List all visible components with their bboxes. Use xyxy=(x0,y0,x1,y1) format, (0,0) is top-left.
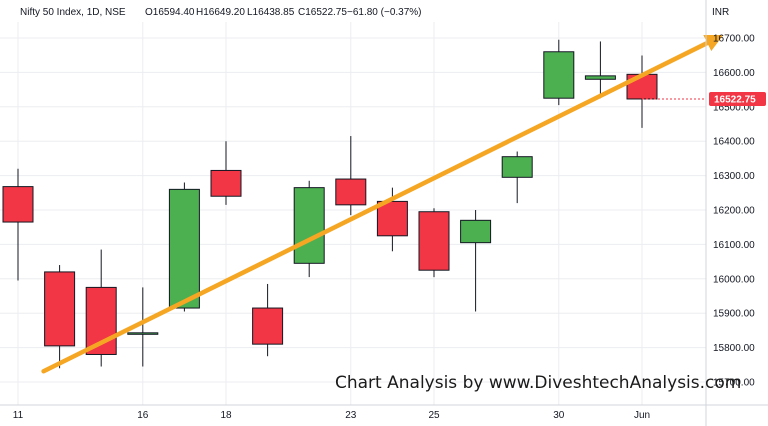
last-price-label: 16522.75 xyxy=(714,94,756,105)
y-tick-label: 16200.00 xyxy=(713,206,755,217)
open-value: O16594.40 xyxy=(145,7,195,18)
x-tick-label: 18 xyxy=(220,410,232,421)
symbol-label: Nifty 50 Index, 1D, NSE xyxy=(20,7,126,18)
candle[interactable] xyxy=(418,208,450,278)
watermark-text: Chart Analysis by www.DiveshtechAnalysis… xyxy=(335,373,741,393)
currency-label: INR xyxy=(712,7,729,18)
candle[interactable] xyxy=(127,287,159,367)
candle-body xyxy=(252,307,284,345)
candle-body xyxy=(335,178,367,206)
candle[interactable] xyxy=(501,151,533,204)
candle-body xyxy=(376,200,408,237)
candle[interactable] xyxy=(168,182,200,312)
candle[interactable] xyxy=(584,41,616,99)
close-value: C16522.75 xyxy=(298,7,347,18)
candle[interactable] xyxy=(293,180,325,278)
candle[interactable] xyxy=(376,187,408,252)
change-value: −61.80 (−0.37%) xyxy=(347,7,422,18)
candle-body xyxy=(2,186,34,223)
y-tick-label: 15900.00 xyxy=(713,309,755,320)
trendline-arrow[interactable] xyxy=(41,34,724,374)
x-tick-label: 11 xyxy=(13,410,24,421)
y-tick-label: 16000.00 xyxy=(713,274,755,285)
candle-body xyxy=(210,169,242,197)
candle-body xyxy=(418,211,450,271)
y-tick-label: 16500.00 xyxy=(713,102,755,113)
y-tick-label: 16400.00 xyxy=(713,137,755,148)
y-tick-label: 16300.00 xyxy=(713,171,755,182)
x-tick-label: Jun xyxy=(634,410,650,421)
candle-body xyxy=(584,75,616,80)
x-tick-label: 16 xyxy=(137,410,149,421)
candle-body xyxy=(460,219,492,244)
y-tick-label: 16600.00 xyxy=(713,68,755,79)
high-value: H16649.20 xyxy=(196,7,245,18)
candle-body xyxy=(293,187,325,264)
y-tick-label: 16700.00 xyxy=(713,34,755,45)
trendline[interactable] xyxy=(41,34,724,374)
x-tick-label: 23 xyxy=(345,410,357,421)
candle[interactable] xyxy=(252,283,284,357)
grid-lines xyxy=(0,22,706,405)
candle[interactable] xyxy=(543,39,575,106)
low-value: L16438.85 xyxy=(247,7,295,18)
y-tick-label: 15700.00 xyxy=(713,378,755,389)
candle-body xyxy=(543,51,575,99)
y-tick-label: 15800.00 xyxy=(713,343,755,354)
y-tick-label: 16100.00 xyxy=(713,240,755,251)
candle[interactable] xyxy=(210,141,242,205)
candle[interactable] xyxy=(335,136,367,216)
candle[interactable] xyxy=(44,265,76,369)
candle[interactable] xyxy=(2,168,34,281)
candles xyxy=(2,39,658,369)
candle-body xyxy=(501,156,533,178)
x-tick-label: 25 xyxy=(428,410,440,421)
last-price-tag: 16522.75 xyxy=(709,91,766,106)
x-tick-label: 30 xyxy=(553,410,565,421)
candle-body xyxy=(44,271,76,347)
candle[interactable] xyxy=(626,55,658,128)
candle-body xyxy=(168,188,200,309)
candle[interactable] xyxy=(460,210,492,312)
candle-body xyxy=(127,332,159,335)
